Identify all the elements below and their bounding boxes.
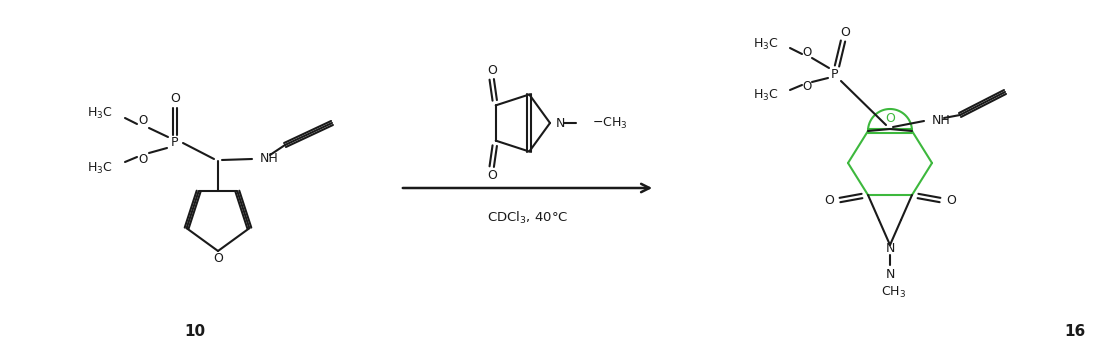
Text: $-$CH$_3$: $-$CH$_3$ bbox=[592, 115, 628, 131]
Text: O: O bbox=[885, 113, 895, 126]
Text: CDCl$_3$, 40°C: CDCl$_3$, 40°C bbox=[487, 210, 569, 226]
Text: P: P bbox=[831, 67, 839, 80]
Text: N: N bbox=[886, 269, 895, 281]
Text: 16: 16 bbox=[1065, 323, 1086, 339]
Text: O: O bbox=[170, 91, 180, 104]
Text: O: O bbox=[139, 114, 147, 127]
Text: O: O bbox=[487, 64, 497, 77]
Text: 10: 10 bbox=[184, 323, 206, 339]
Text: CH$_3$: CH$_3$ bbox=[881, 285, 907, 300]
Text: O: O bbox=[840, 25, 850, 38]
Text: O: O bbox=[213, 252, 223, 265]
Text: O: O bbox=[139, 154, 147, 167]
Text: H$_3$C: H$_3$C bbox=[754, 36, 779, 52]
Text: O: O bbox=[802, 80, 812, 94]
Text: O: O bbox=[487, 169, 497, 182]
Text: NH: NH bbox=[932, 114, 951, 127]
Text: H$_3$C: H$_3$C bbox=[87, 106, 113, 121]
Text: NH: NH bbox=[260, 152, 279, 166]
Text: H$_3$C: H$_3$C bbox=[87, 161, 113, 175]
Text: N: N bbox=[886, 241, 895, 255]
Text: N: N bbox=[556, 116, 565, 130]
Text: O: O bbox=[824, 193, 834, 207]
Text: H$_3$C: H$_3$C bbox=[754, 88, 779, 103]
Text: O: O bbox=[946, 193, 956, 207]
Text: P: P bbox=[171, 137, 179, 150]
Text: O: O bbox=[802, 47, 812, 60]
